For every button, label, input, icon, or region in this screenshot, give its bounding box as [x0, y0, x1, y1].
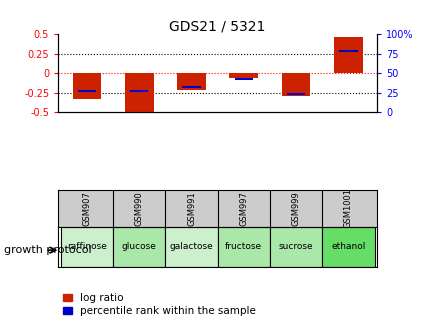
Bar — [286, 93, 304, 95]
Bar — [269, 227, 322, 267]
Bar — [338, 50, 357, 52]
Bar — [125, 73, 153, 112]
Text: glucose: glucose — [122, 242, 156, 251]
Bar — [217, 227, 269, 267]
Text: GSM997: GSM997 — [239, 191, 248, 226]
Bar — [130, 90, 148, 92]
Text: GSM907: GSM907 — [82, 191, 91, 226]
Bar — [182, 86, 200, 88]
Text: GSM999: GSM999 — [291, 191, 300, 226]
Text: sucrose: sucrose — [278, 242, 313, 251]
Bar — [333, 37, 362, 73]
Text: galactose: galactose — [169, 242, 213, 251]
Text: ethanol: ethanol — [330, 242, 365, 251]
Bar — [229, 73, 258, 78]
Text: raffinose: raffinose — [67, 242, 107, 251]
Text: GSM990: GSM990 — [135, 191, 143, 226]
Text: growth protocol: growth protocol — [4, 245, 92, 255]
Bar — [322, 227, 374, 267]
Title: GDS21 / 5321: GDS21 / 5321 — [169, 19, 265, 33]
Bar — [77, 90, 96, 92]
Bar — [165, 227, 217, 267]
Bar — [113, 227, 165, 267]
Bar — [234, 78, 252, 80]
Bar — [72, 73, 101, 99]
Bar — [177, 73, 206, 90]
Bar — [61, 227, 113, 267]
Text: fructose: fructose — [225, 242, 262, 251]
Text: GSM1001: GSM1001 — [343, 188, 352, 229]
Bar — [281, 73, 310, 96]
Legend: log ratio, percentile rank within the sample: log ratio, percentile rank within the sa… — [61, 291, 257, 318]
Text: GSM991: GSM991 — [187, 191, 196, 226]
